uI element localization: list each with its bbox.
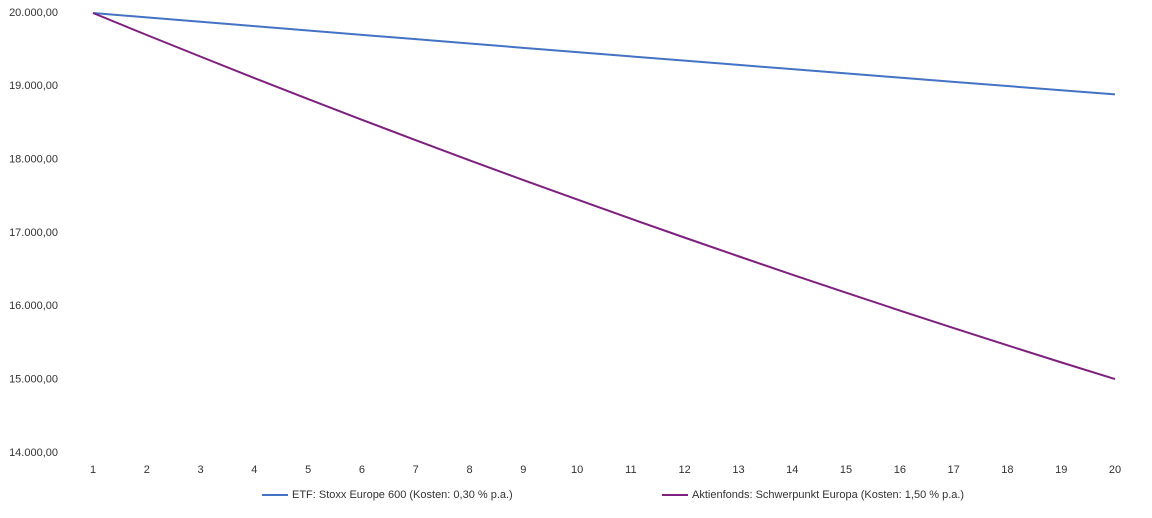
legend-label: ETF: Stoxx Europe 600 (Kosten: 0,30 % p.… <box>292 489 513 501</box>
x-tick-label: 20 <box>1109 464 1121 476</box>
y-tick-label: 16.000,00 <box>9 300 58 312</box>
x-tick-label: 3 <box>198 464 204 476</box>
x-tick-label: 14 <box>786 464 798 476</box>
y-tick-label: 20.000,00 <box>9 7 58 19</box>
x-tick-label: 4 <box>251 464 257 476</box>
x-tick-label: 9 <box>520 464 526 476</box>
legend-label: Aktienfonds: Schwerpunkt Europa (Kosten:… <box>692 489 964 501</box>
x-tick-label: 10 <box>571 464 583 476</box>
x-tick-label: 6 <box>359 464 365 476</box>
x-tick-label: 8 <box>466 464 472 476</box>
x-tick-label: 17 <box>948 464 960 476</box>
x-tick-label: 11 <box>625 464 636 476</box>
series-line <box>92 12 1116 96</box>
x-tick-label: 15 <box>840 464 852 476</box>
x-tick-label: 2 <box>144 464 150 476</box>
x-tick-label: 7 <box>413 464 419 476</box>
y-tick-label: 15.000,00 <box>9 374 58 386</box>
x-tick-label: 16 <box>894 464 906 476</box>
x-tick-label: 5 <box>305 464 311 476</box>
y-tick-label: 18.000,00 <box>9 154 58 166</box>
x-tick-label: 1 <box>90 464 96 476</box>
x-tick-label: 19 <box>1055 464 1067 476</box>
series-line <box>92 12 1116 381</box>
y-tick-label: 17.000,00 <box>9 227 58 239</box>
x-tick-label: 13 <box>732 464 744 476</box>
x-tick-label: 18 <box>1001 464 1013 476</box>
y-tick-label: 19.000,00 <box>9 80 58 92</box>
x-tick-label: 12 <box>679 464 691 476</box>
y-tick-label: 14.000,00 <box>9 447 58 459</box>
